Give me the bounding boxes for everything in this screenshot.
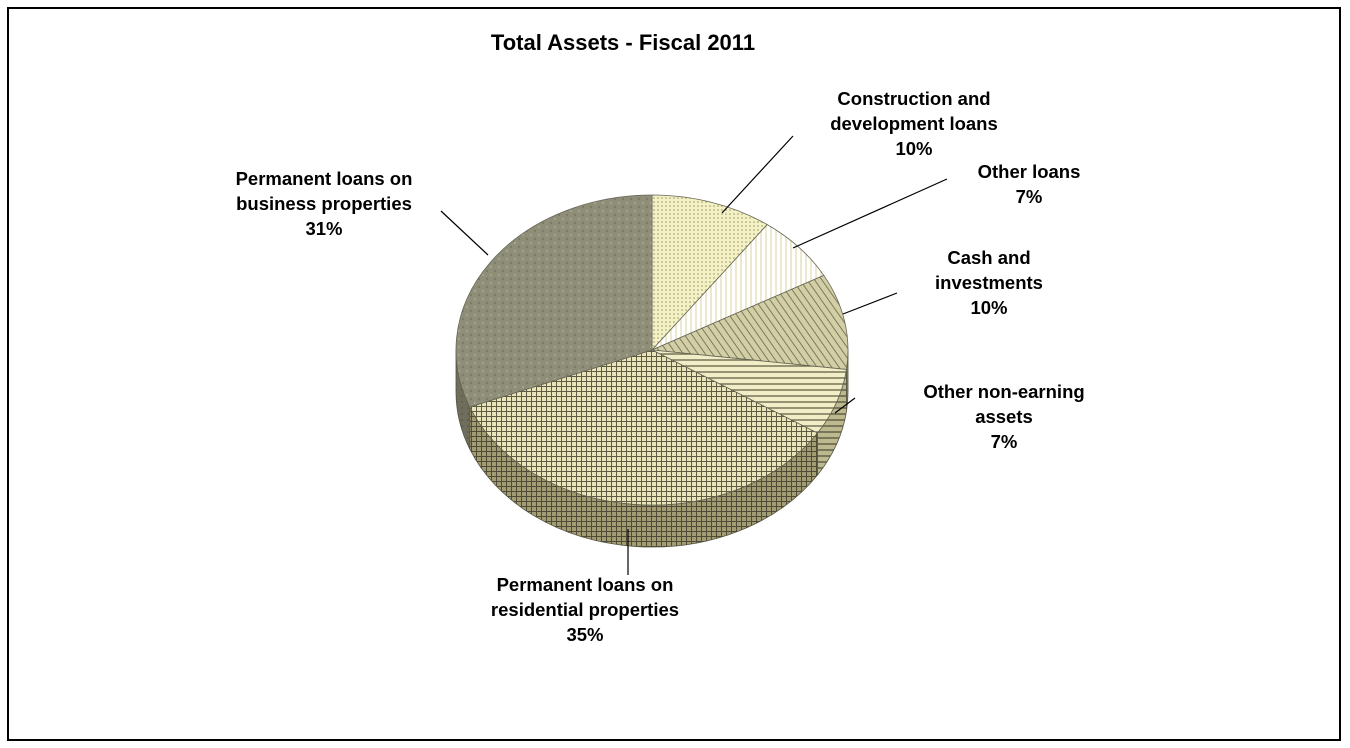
- slice-value-label: 10%: [970, 297, 1007, 318]
- slice-name-line: Permanent loans on: [497, 574, 674, 595]
- slice-label-business-loans: Permanent loans on business properties 31%: [236, 168, 413, 239]
- slice-name-line: Construction and: [837, 88, 990, 109]
- pie-slice-business-loans: [455, 194, 653, 408]
- leader-lines: [440, 135, 948, 575]
- slice-label-other-loans: Other loans 7%: [978, 161, 1081, 207]
- slice-name-line: residential properties: [491, 599, 679, 620]
- leader-line-cash-investments: [842, 292, 898, 315]
- slice-value-label: 35%: [566, 624, 603, 645]
- leader-line-other-non-earning: [834, 397, 856, 414]
- slice-name-line: business properties: [236, 193, 412, 214]
- chart-frame: Total Assets - Fiscal 2011 Construction …: [7, 7, 1341, 741]
- leader-line-business-loans: [440, 210, 489, 256]
- slice-name-line: assets: [975, 406, 1033, 427]
- slice-name-line: Cash and: [947, 247, 1030, 268]
- slice-label-other-non-earning: Other non-earning assets 7%: [923, 381, 1084, 452]
- slice-labels: Construction and development loans 10% Othe…: [236, 88, 1085, 645]
- pie-chart: Total Assets - Fiscal 2011 Construction …: [236, 30, 1085, 645]
- leader-line-construction-loans: [721, 135, 794, 214]
- chart-title: Total Assets - Fiscal 2011: [491, 30, 755, 55]
- leader-line-other-loans: [792, 178, 948, 249]
- slice-label-cash-investments: Cash and investments 10%: [935, 247, 1043, 318]
- slice-label-construction-loans: Construction and development loans 10%: [830, 88, 998, 159]
- slice-value-label: 7%: [1016, 186, 1043, 207]
- pie-slice-residential-loans: [469, 349, 819, 506]
- slice-name-line: investments: [935, 272, 1043, 293]
- pie-slice-cash-investments: [650, 274, 849, 370]
- slice-value-label: 31%: [305, 218, 342, 239]
- slice-value-label: 7%: [991, 431, 1018, 452]
- slice-name-line: Permanent loans on: [236, 168, 413, 189]
- slice-name-line: development loans: [830, 113, 998, 134]
- slice-name-line: Other loans: [978, 161, 1081, 182]
- slice-value-label: 10%: [895, 138, 932, 159]
- slice-label-residential-loans: Permanent loans on residential properties…: [491, 574, 679, 645]
- pie-tops: [455, 194, 849, 506]
- slice-name-line: Other non-earning: [923, 381, 1084, 402]
- pie-slice-construction-loans: [651, 194, 768, 352]
